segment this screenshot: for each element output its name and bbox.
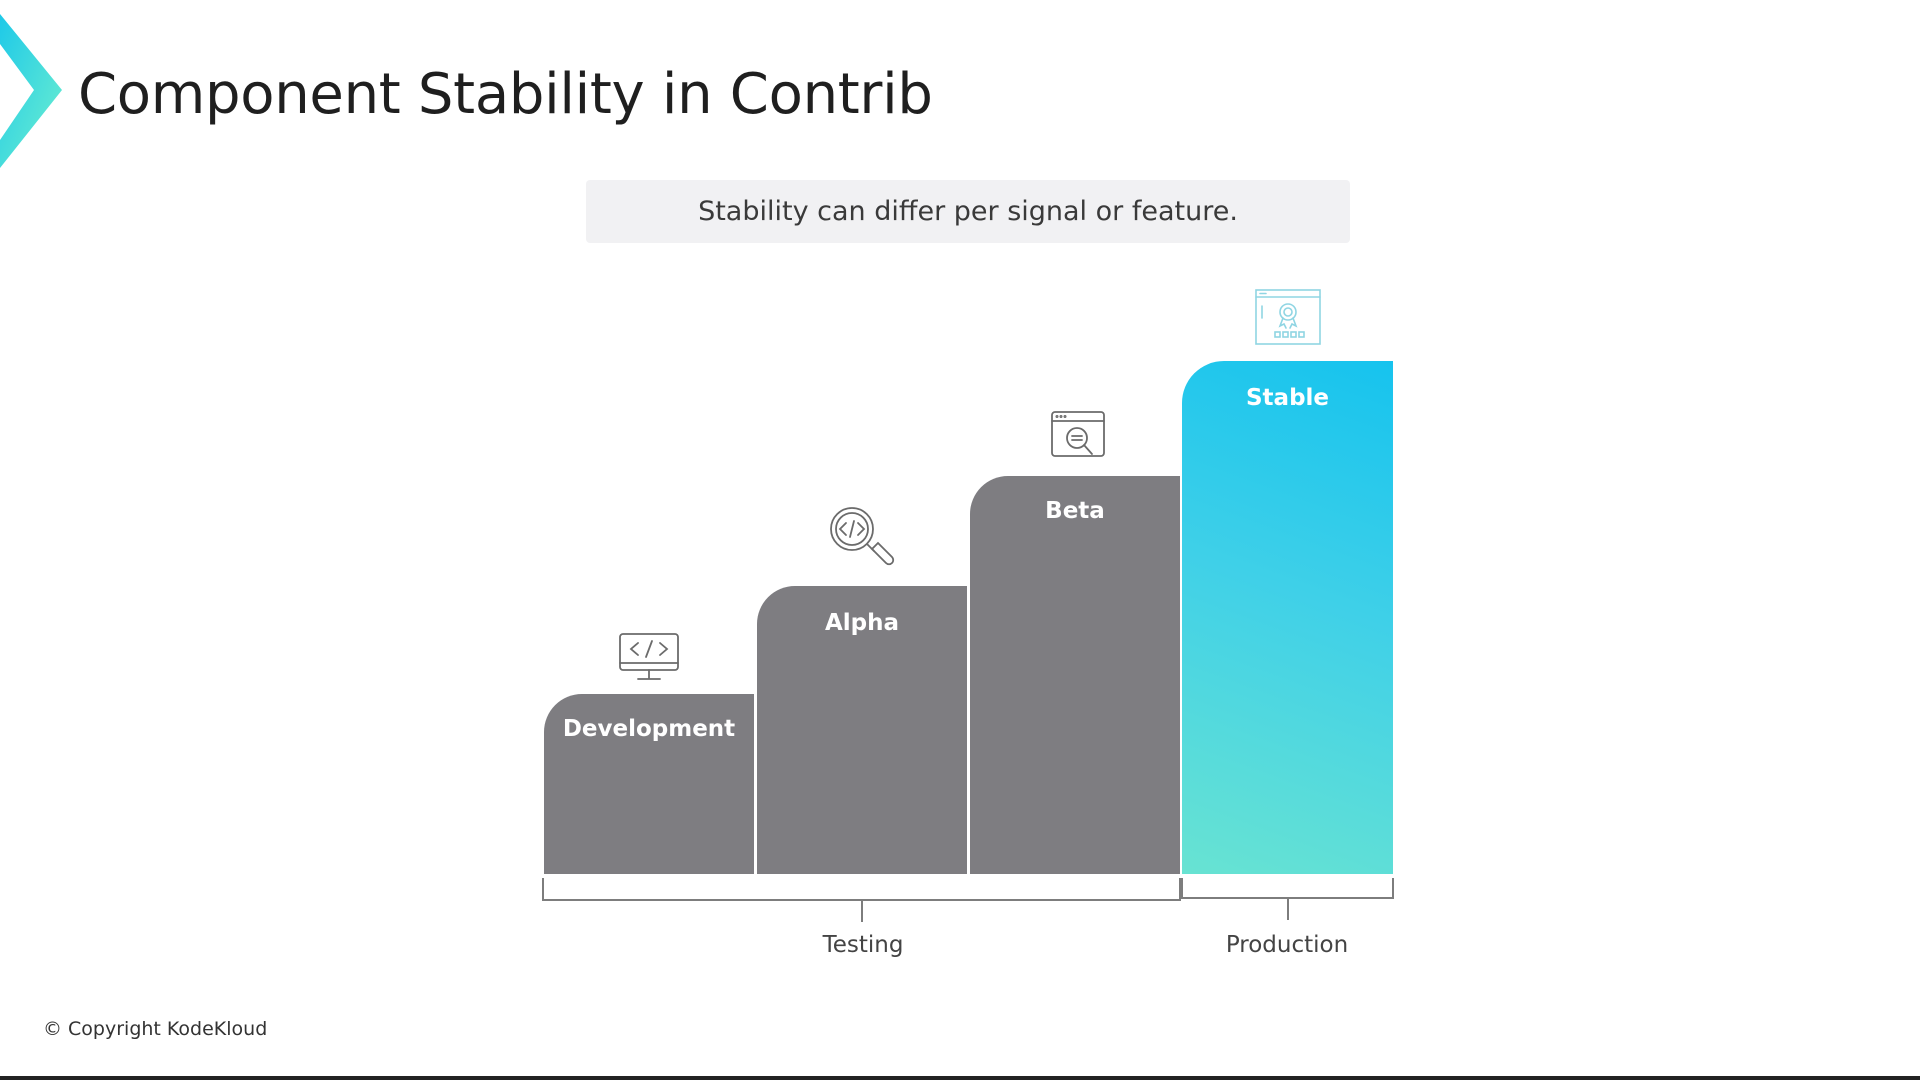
stage-label-development: Development: [562, 716, 736, 742]
page-title: Component Stability in Contrib: [78, 62, 933, 127]
stage-label-stable: Stable: [1245, 385, 1330, 411]
stage-beta: Beta: [970, 476, 1180, 874]
production-bracket: [1181, 878, 1394, 899]
stage-label-beta: Beta: [1045, 498, 1105, 524]
copyright-text: © Copyright KodeKloud: [43, 1018, 268, 1040]
stage-stable: Stable: [1182, 361, 1393, 874]
browser-search-icon: [1051, 411, 1105, 457]
code-monitor-icon: [619, 633, 679, 680]
subtitle-banner: Stability can differ per signal or featu…: [586, 180, 1350, 243]
code-magnifier-icon: [830, 507, 895, 566]
stage-label-alpha: Alpha: [824, 610, 900, 636]
subtitle-text: Stability can differ per signal or featu…: [698, 196, 1238, 227]
bottom-border: [0, 1076, 1920, 1080]
stage-alpha: Alpha: [757, 586, 967, 874]
group-label-testing: Testing: [822, 932, 904, 958]
kodekloud-logo-icon: [0, 14, 62, 168]
certificate-browser-icon: [1255, 289, 1321, 345]
testing-bracket: [542, 878, 1181, 901]
stage-development: Development: [544, 694, 754, 874]
group-label-production: Production: [1225, 932, 1349, 958]
